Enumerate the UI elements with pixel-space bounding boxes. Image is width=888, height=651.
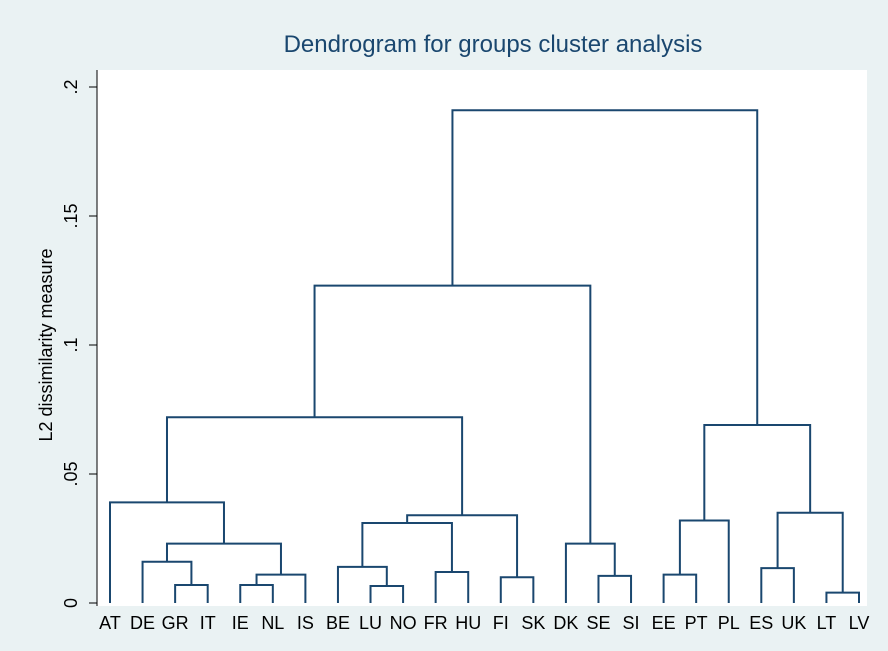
leaf-label: SI [623,613,640,633]
chart-title: Dendrogram for groups cluster analysis [284,31,703,58]
plot-region [97,70,867,606]
leaf-label: PT [685,613,708,633]
leaf-label: FR [424,613,448,633]
leaf-label: IS [297,613,314,633]
dendrogram-link [451,109,759,425]
y-tick-label: 0 [61,598,81,608]
leaf-label: DE [130,613,155,633]
y-tick-label: .15 [61,203,81,228]
leaf-label: UK [781,613,806,633]
y-axis-label: L2 dissimilarity measure [36,248,56,441]
leaf-label: ES [749,613,773,633]
leaf-label: EE [652,613,676,633]
leaf-label: NL [261,613,284,633]
leaf-label: BE [326,613,350,633]
leaf-label: LV [849,613,870,633]
leaf-label: LU [359,613,382,633]
leaf-label: IT [200,613,216,633]
leaf-label: NO [390,613,417,633]
y-tick-label: .2 [61,79,81,94]
leaf-label: DK [553,613,578,633]
leaf-label: PL [718,613,740,633]
y-tick-label: .05 [61,461,81,486]
leaf-label: SE [586,613,610,633]
leaf-label: LT [817,613,837,633]
y-tick-label: .1 [61,337,81,352]
leaf-label: AT [99,613,121,633]
leaf-label: GR [162,613,189,633]
leaf-label: SK [521,613,545,633]
leaf-label: IE [232,613,249,633]
leaf-label: FI [493,613,509,633]
leaf-label: HU [455,613,481,633]
